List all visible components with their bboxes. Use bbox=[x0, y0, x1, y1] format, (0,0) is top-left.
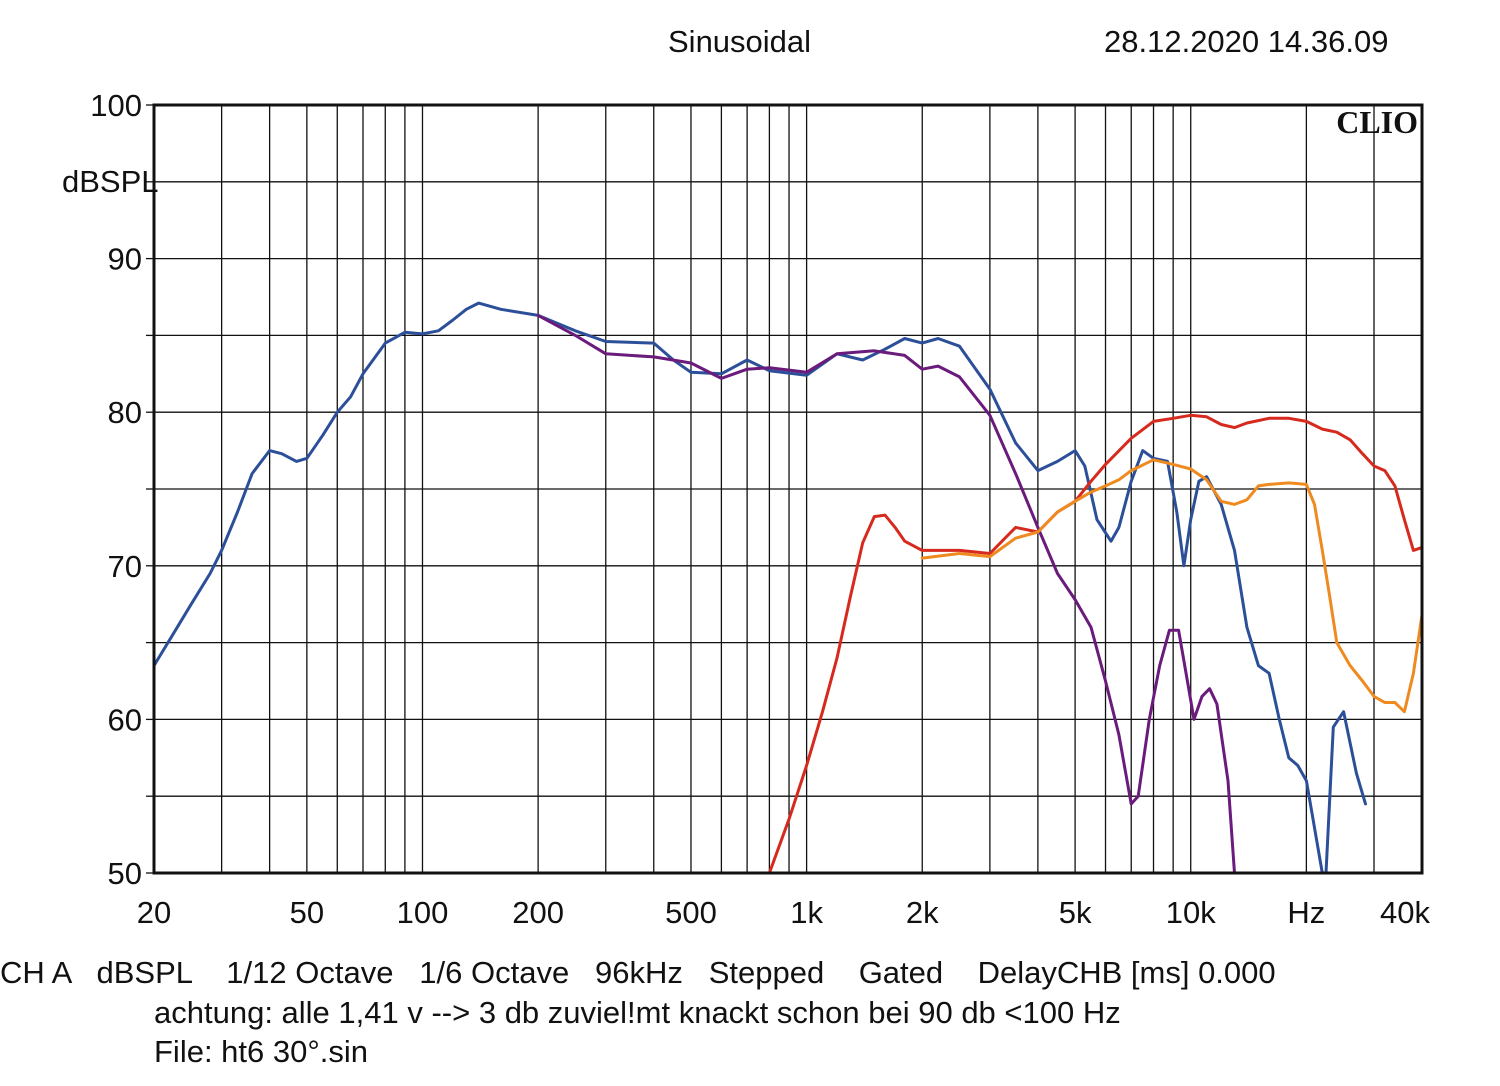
x-tick-label: 10k bbox=[1166, 895, 1216, 930]
tick-labels: 100 90 80 70 60 50 20 50 100 200 500 1k 2k 5k 10k Hz 40k bbox=[90, 88, 1430, 930]
x-tick-label: 500 bbox=[665, 895, 717, 930]
x-tick-label: 2k bbox=[906, 895, 939, 930]
footer-settings-line: CH A dBSPL 1/12 Octave 1/6 Octave 96kHz … bbox=[0, 955, 1276, 990]
x-tick-label: 50 bbox=[290, 895, 324, 930]
measurement-datetime: 28.12.2020 14.36.09 bbox=[1104, 24, 1389, 59]
x-tick-label: Hz bbox=[1287, 895, 1325, 930]
x-tick-label: 5k bbox=[1059, 895, 1092, 930]
y-tick-label: 80 bbox=[108, 395, 142, 430]
brand-logo: CLIO bbox=[1336, 104, 1418, 140]
x-tick-label: 1k bbox=[790, 895, 823, 930]
x-tick-label: 200 bbox=[512, 895, 564, 930]
series-line-4 bbox=[920, 458, 1424, 714]
x-tick-label: 40k bbox=[1380, 895, 1430, 930]
y-axis-label: dBSPL bbox=[62, 164, 159, 199]
y-tick-label: 70 bbox=[108, 549, 142, 584]
footer-file-line: File: ht6 30°.sin bbox=[154, 1034, 369, 1069]
y-tick-label: 100 bbox=[90, 88, 142, 123]
series-line-3 bbox=[767, 413, 1424, 875]
x-tick-label: 100 bbox=[397, 895, 449, 930]
y-tick-label: 60 bbox=[108, 702, 142, 737]
x-tick-label: 20 bbox=[137, 895, 171, 930]
plot-frame bbox=[152, 103, 1424, 875]
series-line-2 bbox=[536, 313, 1236, 875]
y-tick-label: 90 bbox=[108, 242, 142, 277]
footer-note-line: achtung: alle 1,41 v --> 3 db zuviel!mt … bbox=[154, 995, 1121, 1030]
series-layer bbox=[152, 301, 1424, 875]
y-tick-label: 50 bbox=[108, 856, 142, 891]
grid bbox=[146, 104, 1422, 874]
measurement-mode: Sinusoidal bbox=[668, 24, 812, 59]
series-line-1 bbox=[152, 301, 1367, 875]
